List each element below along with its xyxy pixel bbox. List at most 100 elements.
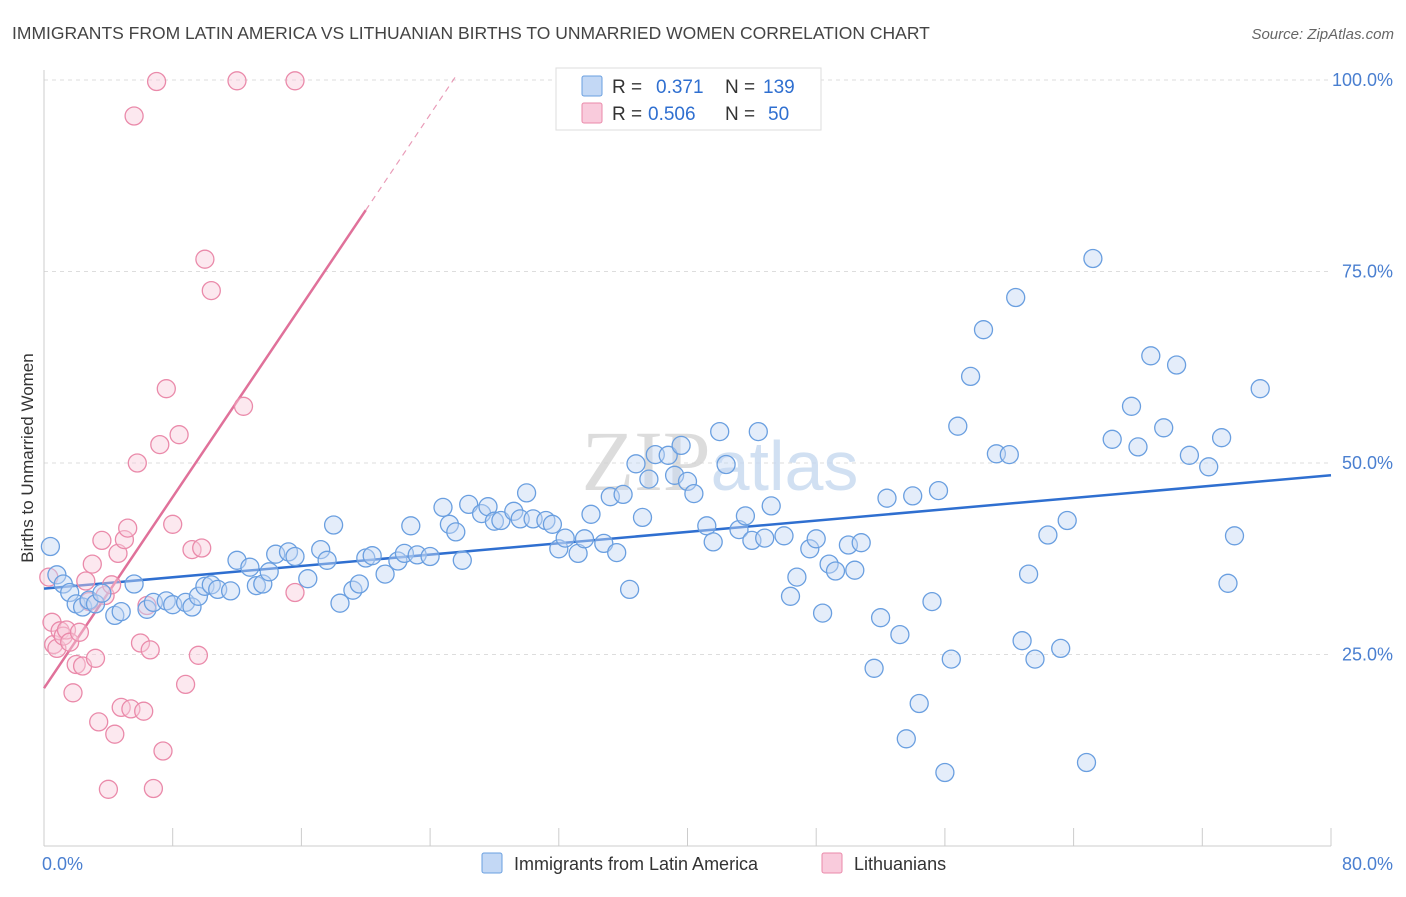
legend-n-value-0: 139	[763, 77, 795, 98]
point-latin-america-125	[1083, 248, 1103, 269]
legend-swatch-lithuanians	[581, 102, 603, 124]
point-lithuanians-25	[118, 518, 138, 538]
point-latin-america-17	[182, 597, 202, 617]
point-latin-america-126	[1102, 429, 1122, 449]
point-latin-america-123	[1057, 510, 1077, 531]
point-latin-america-32	[311, 539, 331, 560]
point-lithuanians-8	[63, 683, 83, 703]
axes: 25.0% 50.0% 75.0% 100.0% 0.0% 80.0%	[42, 70, 1393, 874]
point-latin-america-119	[1018, 564, 1039, 584]
point-latin-america-121	[1038, 525, 1058, 545]
point-latin-america-82	[710, 421, 730, 442]
point-latin-america-33	[317, 550, 337, 570]
point-latin-america-25	[246, 575, 267, 596]
point-lithuanians-15	[85, 648, 106, 668]
point-latin-america-92	[787, 567, 807, 587]
point-lithuanians-43	[192, 538, 212, 558]
point-latin-america-72	[632, 507, 653, 528]
point-latin-america-131	[1166, 355, 1187, 375]
point-lithuanians-49	[285, 582, 305, 603]
legend-r-value-0: 0.371	[656, 77, 704, 98]
y-tick-label-100: 100.0%	[1332, 70, 1393, 90]
bottom-legend-swatch-latin-america	[481, 852, 503, 874]
point-lithuanians-39	[169, 425, 189, 445]
point-latin-america-45	[420, 546, 440, 567]
point-latin-america-3	[60, 582, 80, 603]
point-latin-america-34	[323, 515, 344, 535]
point-lithuanians-45	[201, 280, 221, 301]
legend-r-label-0: R =	[612, 77, 642, 98]
point-latin-america-27	[259, 562, 279, 582]
point-latin-america-130	[1154, 418, 1174, 438]
point-latin-america-106	[903, 486, 923, 506]
point-latin-america-100	[851, 533, 871, 553]
point-latin-america-137	[1250, 379, 1270, 399]
trend-line-lithuanians	[42, 209, 367, 689]
point-latin-america-22	[220, 581, 241, 601]
point-lithuanians-44	[195, 249, 215, 269]
point-lithuanians-28	[127, 453, 147, 473]
point-lithuanians-21	[105, 724, 125, 744]
point-latin-america-122	[1051, 638, 1071, 659]
data-points	[39, 71, 1270, 799]
point-lithuanians-24	[114, 529, 135, 550]
point-latin-america-118	[1012, 631, 1032, 651]
point-latin-america-68	[607, 542, 627, 563]
point-latin-america-99	[845, 560, 865, 580]
y-axis-label: Births to Unmarried Women	[18, 353, 37, 562]
point-latin-america-97	[825, 561, 846, 581]
point-latin-america-108	[922, 591, 942, 612]
point-lithuanians-48	[285, 71, 305, 91]
point-latin-america-90	[774, 526, 794, 546]
point-latin-america-49	[452, 550, 472, 570]
point-latin-america-75	[658, 445, 678, 465]
x-tick-label-min: 0.0%	[42, 854, 83, 874]
point-lithuanians-10	[69, 622, 90, 642]
point-latin-america-26	[253, 574, 273, 594]
chart-title: IMMIGRANTS FROM LATIN AMERICA VS LITHUAN…	[12, 23, 930, 43]
point-latin-america-0	[40, 536, 61, 557]
point-lithuanians-41	[182, 539, 202, 560]
point-latin-america-53	[484, 511, 505, 531]
point-latin-america-40	[375, 564, 395, 584]
point-latin-america-48	[446, 522, 466, 542]
point-latin-america-47	[439, 514, 460, 534]
point-latin-america-69	[613, 484, 633, 505]
point-latin-america-78	[677, 471, 698, 492]
point-latin-america-70	[619, 579, 640, 600]
point-latin-america-135	[1218, 573, 1238, 593]
point-latin-america-93	[800, 539, 820, 559]
point-lithuanians-27	[124, 106, 144, 126]
point-latin-america-114	[973, 320, 994, 340]
point-latin-america-39	[362, 546, 382, 566]
point-latin-america-31	[298, 569, 318, 589]
point-lithuanians-7	[60, 632, 80, 652]
point-lithuanians-35	[150, 434, 170, 455]
point-latin-america-30	[285, 546, 305, 567]
series-legend: Immigrants from Latin America Lithuanian…	[481, 852, 946, 874]
point-latin-america-10	[111, 601, 131, 622]
point-latin-america-46	[433, 497, 453, 518]
x-tick-label-max: 80.0%	[1342, 854, 1393, 874]
point-lithuanians-12	[76, 571, 96, 591]
point-lithuanians-33	[143, 778, 164, 799]
point-lithuanians-42	[188, 645, 209, 665]
point-latin-america-60	[542, 514, 563, 534]
bottom-legend-label-lithuanians: Lithuanians	[854, 854, 946, 874]
point-latin-america-124	[1076, 752, 1097, 773]
chart-source: Source: ZipAtlas.com	[1251, 26, 1394, 43]
point-latin-america-109	[928, 480, 949, 501]
point-latin-america-85	[735, 506, 756, 526]
point-latin-america-128	[1128, 437, 1148, 457]
point-latin-america-117	[1006, 287, 1026, 308]
point-lithuanians-37	[156, 379, 176, 399]
point-latin-america-87	[748, 421, 768, 442]
legend-n-value-1: 50	[768, 104, 789, 125]
point-latin-america-61	[549, 539, 569, 559]
point-latin-america-57	[516, 483, 537, 503]
point-lithuanians-34	[146, 71, 167, 92]
point-latin-america-129	[1141, 346, 1161, 366]
point-latin-america-133	[1199, 457, 1219, 477]
